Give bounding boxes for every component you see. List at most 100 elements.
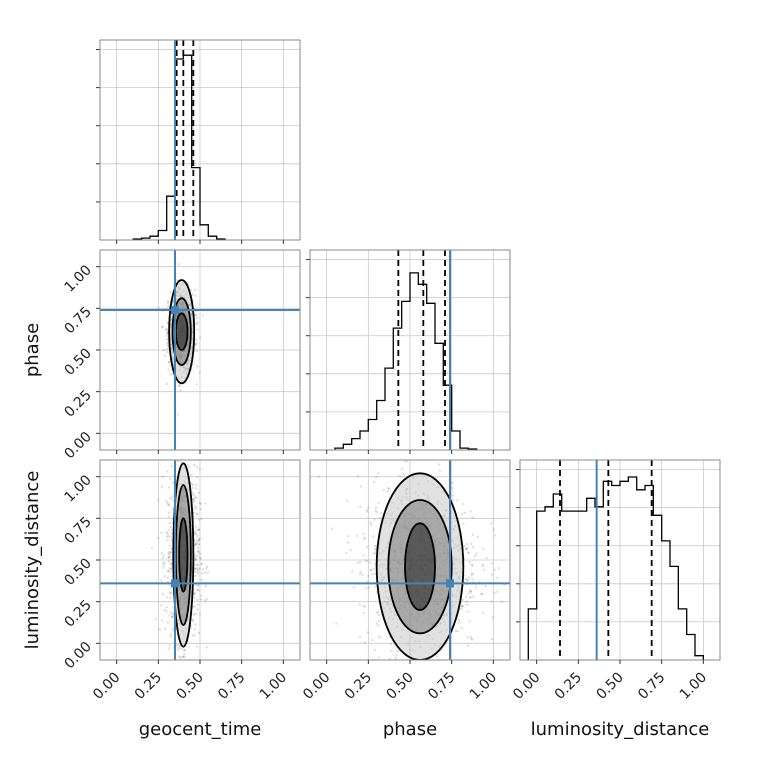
sample-point: [493, 568, 496, 571]
sample-point: [197, 528, 201, 531]
sample-point: [367, 506, 370, 509]
sample-point: [165, 500, 168, 503]
sample-point: [496, 576, 499, 579]
sample-point: [193, 605, 196, 608]
sample-point: [376, 472, 379, 475]
contour-line: [168, 279, 196, 385]
sample-point: [170, 547, 173, 550]
sample-point: [161, 475, 165, 478]
y-axis-label-phase: phase: [22, 323, 43, 377]
sample-point: [435, 655, 438, 658]
sample-point: [465, 595, 468, 598]
sample-point: [366, 580, 369, 583]
sample-point: [198, 371, 201, 374]
sample-point: [372, 567, 375, 571]
truth-marker: [446, 579, 454, 588]
sample-point: [345, 551, 348, 555]
sample-point: [165, 327, 168, 331]
sample-point: [451, 499, 455, 502]
sample-point: [167, 515, 170, 518]
sample-point: [201, 568, 205, 571]
sample-point: [193, 554, 197, 558]
sample-point: [373, 552, 376, 556]
sample-point: [205, 565, 209, 568]
sample-point: [481, 564, 485, 568]
sample-point: [374, 509, 377, 512]
sample-point: [168, 614, 171, 617]
sample-point: [197, 631, 201, 635]
sample-point: [468, 620, 471, 623]
sample-point: [167, 560, 170, 563]
contour-line: [171, 297, 192, 366]
sample-point: [491, 616, 495, 619]
sample-point: [196, 512, 199, 515]
sample-point: [167, 569, 170, 572]
sample-point: [356, 561, 359, 564]
sample-point: [373, 551, 377, 554]
truth-layer: [100, 40, 598, 660]
sample-point: [366, 510, 369, 513]
sample-point: [161, 556, 164, 560]
sample-point: [366, 631, 370, 634]
sample-point: [169, 567, 173, 570]
sample-point: [196, 598, 199, 602]
sample-point: [471, 545, 475, 549]
sample-point: [167, 302, 170, 305]
sample-point: [160, 619, 164, 622]
sample-point: [353, 586, 356, 589]
sample-point: [182, 655, 185, 659]
sample-point: [196, 476, 199, 479]
contour-line: [172, 462, 195, 648]
sample-point: [170, 496, 173, 499]
sample-point: [198, 518, 201, 522]
sample-point: [370, 523, 373, 526]
sample-point: [375, 611, 379, 614]
sample-point: [377, 610, 380, 614]
sample-point: [461, 512, 464, 516]
sample-point: [350, 570, 354, 573]
sample-point: [475, 552, 478, 555]
sample-point: [178, 384, 181, 387]
sample-point: [462, 502, 465, 506]
sample-point: [380, 512, 383, 515]
sample-point: [402, 473, 406, 476]
sample-point: [364, 559, 367, 562]
sample-point: [197, 539, 200, 542]
sample-point: [361, 573, 364, 577]
sample-point: [372, 535, 375, 538]
sample-point: [466, 551, 470, 554]
sample-point: [375, 510, 379, 514]
sample-point: [197, 537, 201, 541]
sample-point: [197, 572, 200, 575]
histogram-luminosity_distance: [527, 476, 704, 660]
sample-point: [162, 564, 165, 567]
sample-point: [171, 628, 175, 632]
sample-point: [194, 495, 197, 498]
sample-point: [473, 554, 477, 558]
sample-point: [377, 501, 380, 505]
truth-marker: [171, 306, 179, 314]
sample-point: [160, 531, 163, 534]
sample-point: [492, 528, 495, 531]
sample-point: [166, 470, 169, 473]
sample-point: [465, 603, 469, 607]
sample-point: [192, 500, 195, 503]
sample-point: [373, 480, 376, 484]
sample-point: [375, 622, 378, 625]
sample-point: [193, 463, 196, 467]
sample-point: [466, 636, 469, 639]
sample-point: [369, 568, 373, 571]
sample-point: [196, 539, 199, 542]
sample-point: [191, 293, 194, 296]
sample-point: [169, 290, 172, 294]
sample-point: [371, 573, 374, 576]
sample-point: [204, 502, 207, 505]
sample-point: [166, 321, 169, 324]
sample-point: [467, 551, 471, 554]
sample-point: [200, 563, 203, 566]
sample-point: [157, 537, 160, 540]
sample-point: [162, 554, 165, 557]
sample-point: [169, 535, 172, 538]
sample-point: [167, 360, 171, 364]
sample-point: [200, 572, 204, 575]
